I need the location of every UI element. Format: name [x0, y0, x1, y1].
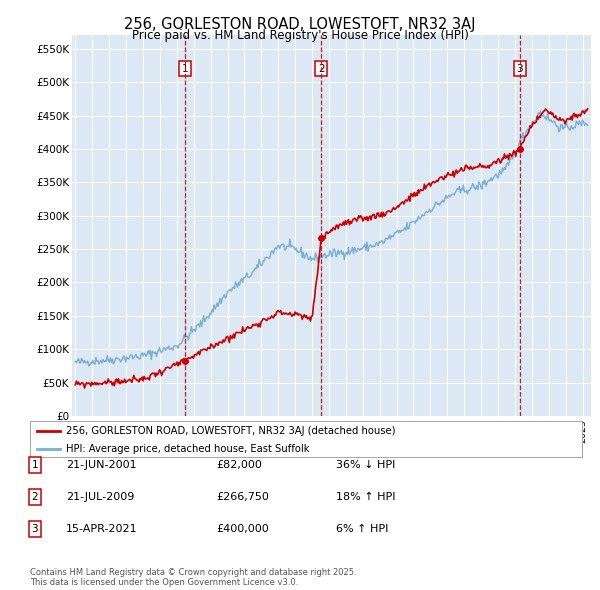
Text: 36% ↓ HPI: 36% ↓ HPI	[336, 460, 395, 470]
Text: £400,000: £400,000	[216, 524, 269, 533]
Text: Price paid vs. HM Land Registry's House Price Index (HPI): Price paid vs. HM Land Registry's House …	[131, 30, 469, 42]
Text: 3: 3	[517, 64, 523, 74]
Text: 2: 2	[318, 64, 325, 74]
Text: 3: 3	[31, 524, 38, 533]
Text: 256, GORLESTON ROAD, LOWESTOFT, NR32 3AJ (detached house): 256, GORLESTON ROAD, LOWESTOFT, NR32 3AJ…	[66, 425, 395, 435]
Text: Contains HM Land Registry data © Crown copyright and database right 2025.
This d: Contains HM Land Registry data © Crown c…	[30, 568, 356, 587]
Text: 21-JUN-2001: 21-JUN-2001	[66, 460, 137, 470]
Text: 2: 2	[31, 492, 38, 502]
Text: 1: 1	[31, 460, 38, 470]
Text: 21-JUL-2009: 21-JUL-2009	[66, 492, 134, 502]
Text: 1: 1	[181, 64, 188, 74]
Text: £82,000: £82,000	[216, 460, 262, 470]
Text: 18% ↑ HPI: 18% ↑ HPI	[336, 492, 395, 502]
Text: £266,750: £266,750	[216, 492, 269, 502]
Text: 256, GORLESTON ROAD, LOWESTOFT, NR32 3AJ: 256, GORLESTON ROAD, LOWESTOFT, NR32 3AJ	[124, 17, 476, 31]
Text: 15-APR-2021: 15-APR-2021	[66, 524, 137, 533]
Text: 6% ↑ HPI: 6% ↑ HPI	[336, 524, 388, 533]
Text: HPI: Average price, detached house, East Suffolk: HPI: Average price, detached house, East…	[66, 444, 310, 454]
